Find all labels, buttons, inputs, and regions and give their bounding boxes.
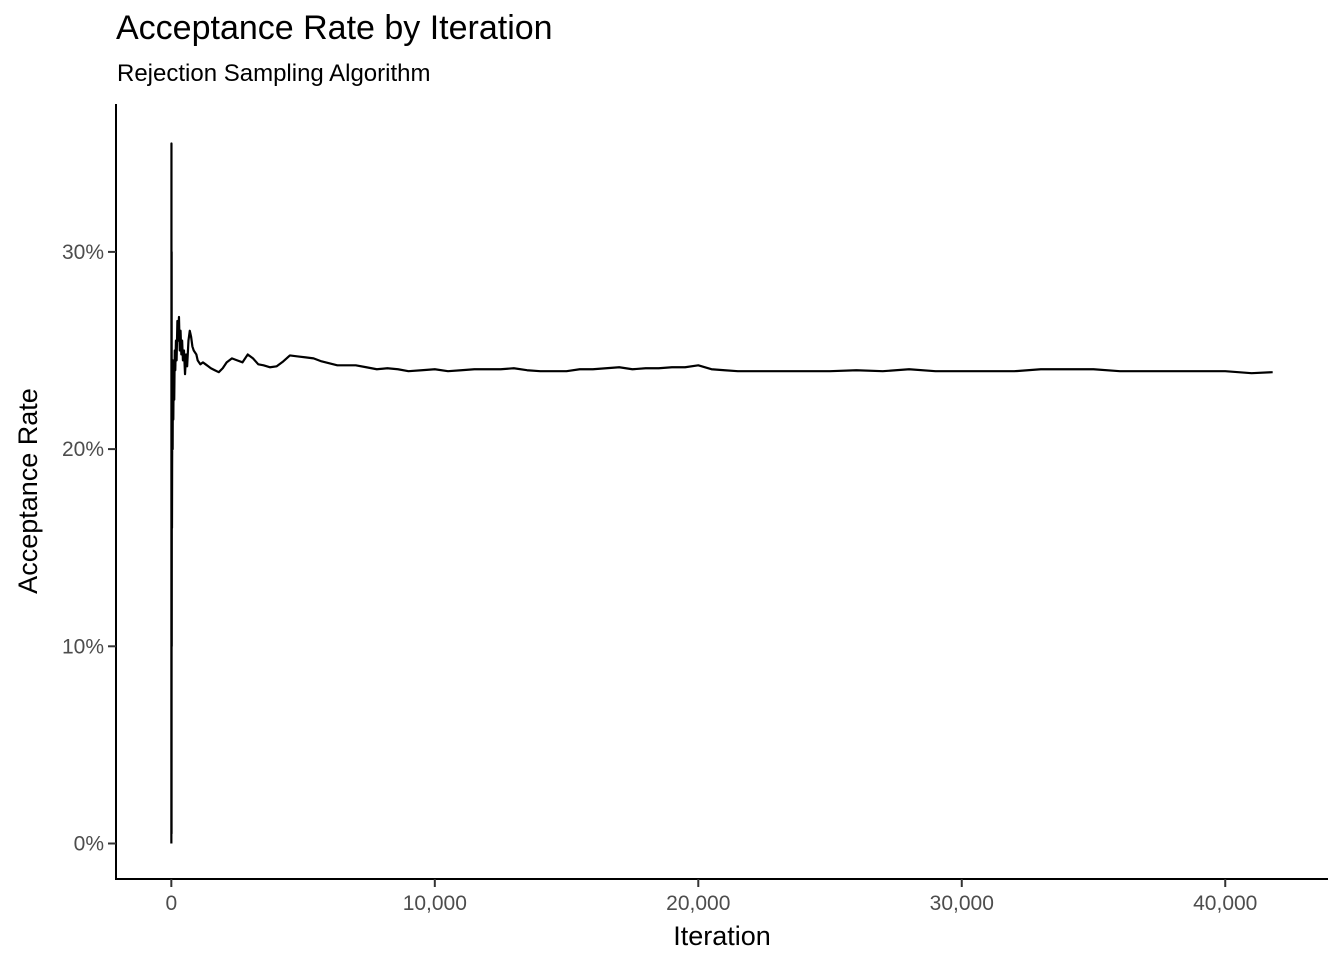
y-axis-title: Acceptance Rate: [13, 388, 43, 594]
x-tick-label: 0: [165, 892, 177, 915]
chart-title: Acceptance Rate by Iteration: [116, 9, 553, 47]
x-tick-label: 30,000: [930, 892, 994, 915]
acceptance-rate-line: [170, 142, 1273, 844]
x-tick-label: 20,000: [666, 892, 730, 915]
y-tick-label: 10%: [62, 635, 104, 658]
x-tick-label: 40,000: [1193, 892, 1257, 915]
y-tick-label: 20%: [62, 438, 104, 461]
y-tick-label: 30%: [62, 241, 104, 264]
y-axis: 0% 10% 20% 30%: [62, 241, 116, 856]
x-tick-label: 10,000: [403, 892, 467, 915]
x-axis-title: Iteration: [673, 921, 771, 951]
y-tick-label: 0%: [74, 833, 104, 856]
x-axis: 0 10,000 20,000 30,000 40,000: [165, 879, 1257, 915]
chart-subtitle: Rejection Sampling Algorithm: [117, 60, 431, 87]
